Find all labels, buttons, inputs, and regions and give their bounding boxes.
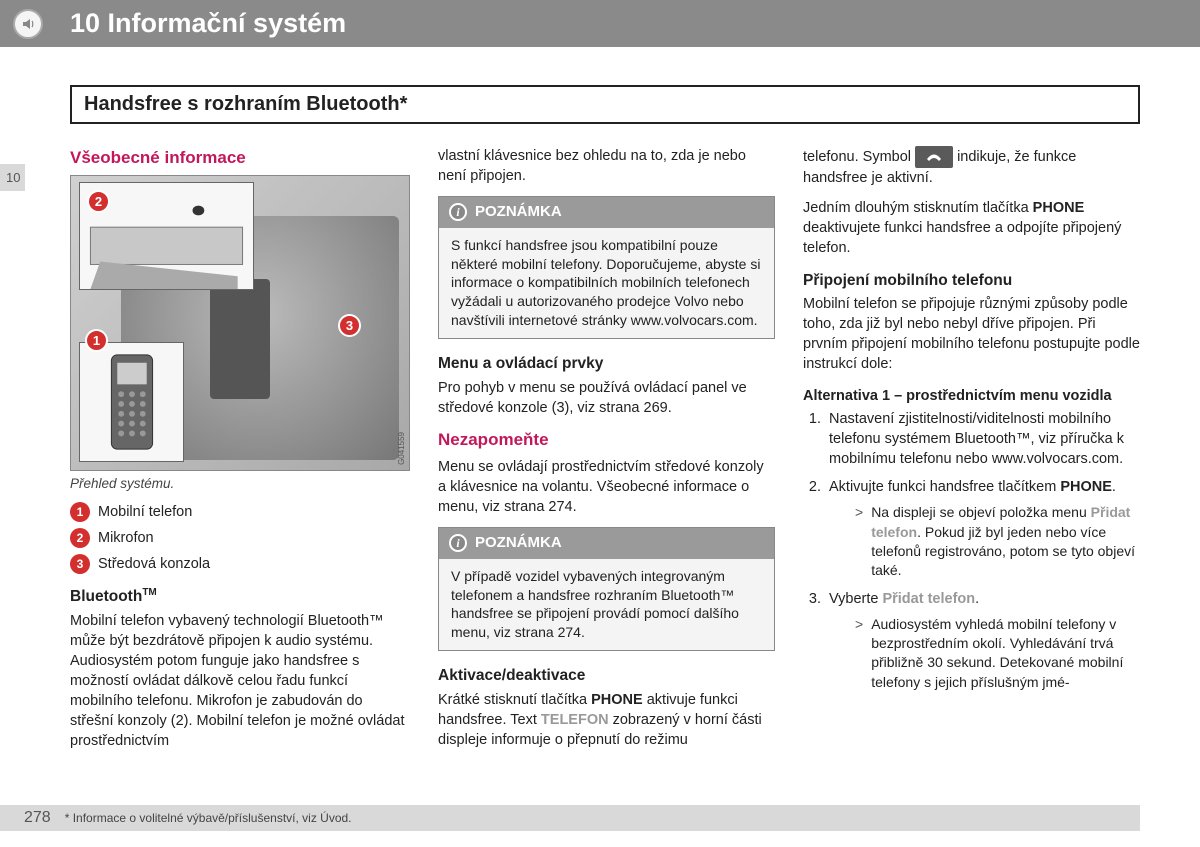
side-tab: 10	[0, 164, 25, 191]
note-body: S funkcí handsfree jsou kompatibilní pou…	[439, 228, 774, 338]
note-title: POZNÁMKA	[475, 202, 562, 223]
note-header: i POZNÁMKA	[439, 197, 774, 228]
image-id: G041559	[396, 432, 407, 465]
column-3: telefonu. Symbol indikuje, že funkce han…	[803, 146, 1140, 761]
heading-bluetooth: BluetoothTM	[70, 586, 410, 608]
heading-general-info: Všeobecné informace	[70, 146, 410, 169]
connect-para: Mobilní telefon se připojuje různými způ…	[803, 294, 1140, 374]
chapter-header: 10 Informační systém	[0, 0, 1200, 47]
arrow-icon: >	[855, 503, 863, 580]
menu-para: Pro pohyb v menu se používá ovládací pan…	[438, 378, 775, 418]
step-2-sub: > Na displeji se objeví položka menu Při…	[855, 503, 1140, 580]
arrow-icon: >	[855, 615, 863, 692]
note-box-1: i POZNÁMKA S funkcí handsfree jsou kompa…	[438, 196, 775, 339]
step-2: Aktivujte funkci handsfree tlačítkem PHO…	[825, 477, 1140, 580]
phone-symbol-para: telefonu. Symbol indikuje, že funkce han…	[803, 146, 1140, 188]
legend-label: Mobilní telefon	[98, 502, 192, 522]
activation-para: Krátké stisknutí tlačítka PHONE aktivuje…	[438, 690, 775, 750]
bluetooth-paragraph: Mobilní telefon vybavený technologií Blu…	[70, 611, 410, 751]
legend-item-2: 2 Mikrofon	[70, 528, 410, 548]
note-header: i POZNÁMKA	[439, 528, 774, 559]
step-1: Nastavení zjistitelnosti/viditelnosti mo…	[825, 409, 1140, 469]
note-title: POZNÁMKA	[475, 533, 562, 554]
footnote-text: * Informace o volitelné výbavě/příslušen…	[65, 811, 352, 825]
heading-remember: Nezapomeňte	[438, 428, 775, 451]
system-overview-figure: 2 1 3 G041559	[70, 175, 410, 471]
legend-label: Středová konzola	[98, 554, 210, 574]
speaker-icon	[13, 9, 43, 39]
legend-label: Mikrofon	[98, 528, 154, 548]
long-press-para: Jedním dlouhým stisknutím tlačítka PHONE…	[803, 198, 1140, 258]
column-1: Všeobecné informace 2 1 3 G041559 Přehle…	[70, 146, 410, 761]
legend-item-1: 1 Mobilní telefon	[70, 502, 410, 522]
heading-menu-controls: Menu a ovládací prvky	[438, 353, 775, 374]
heading-connect-phone: Připojení mobilního telefonu	[803, 270, 1140, 291]
content-columns: Všeobecné informace 2 1 3 G041559 Přehle…	[0, 124, 1200, 761]
remember-para: Menu se ovládají prostřednictvím středov…	[438, 457, 775, 517]
chapter-title: 10 Informační systém	[70, 8, 346, 39]
inset-phone	[79, 342, 184, 462]
legend-badge: 3	[70, 554, 90, 574]
info-icon: i	[449, 534, 467, 552]
steps-list: Nastavení zjistitelnosti/viditelnosti mo…	[803, 409, 1140, 692]
legend-item-3: 3 Středová konzola	[70, 554, 410, 574]
section-title-box: Handsfree s rozhraním Bluetooth*	[70, 85, 1140, 124]
legend-badge: 2	[70, 528, 90, 548]
phone-handset-icon	[915, 146, 953, 168]
column-2: vlastní klávesnice bez ohledu na to, zda…	[438, 146, 775, 761]
step-3-sub: > Audiosystém vyhledá mobilní telefony v…	[855, 615, 1140, 692]
footer-bar: 278 * Informace o volitelné výbavě/přísl…	[0, 805, 1140, 831]
page-number: 278	[24, 809, 51, 827]
legend-badge: 1	[70, 502, 90, 522]
figure-caption: Přehled systému.	[70, 475, 410, 494]
heading-activation: Aktivace/deaktivace	[438, 665, 775, 686]
note-body: V případě vozidel vybavených integrovaný…	[439, 559, 774, 651]
note-box-2: i POZNÁMKA V případě vozidel vybavených …	[438, 527, 775, 651]
continuation-para: vlastní klávesnice bez ohledu na to, zda…	[438, 146, 775, 186]
section-title: Handsfree s rozhraním Bluetooth*	[84, 93, 407, 115]
info-icon: i	[449, 203, 467, 221]
step-3: Vyberte Přidat telefon. > Audiosystém vy…	[825, 589, 1140, 692]
heading-alt1: Alternativa 1 – prostřednictvím menu voz…	[803, 386, 1140, 406]
